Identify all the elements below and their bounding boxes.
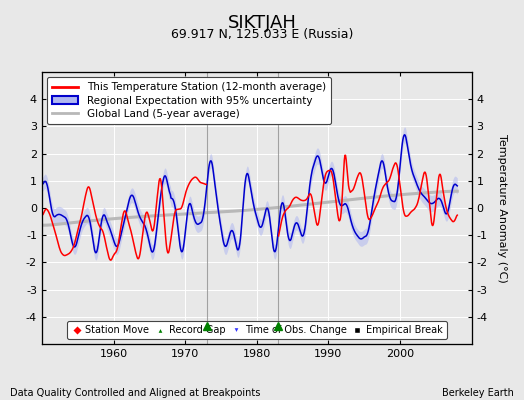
Text: 69.917 N, 125.033 E (Russia): 69.917 N, 125.033 E (Russia) — [171, 28, 353, 41]
Text: Berkeley Earth: Berkeley Earth — [442, 388, 514, 398]
Text: SIKTJAH: SIKTJAH — [227, 14, 297, 32]
Text: Data Quality Controlled and Aligned at Breakpoints: Data Quality Controlled and Aligned at B… — [10, 388, 261, 398]
Y-axis label: Temperature Anomaly (°C): Temperature Anomaly (°C) — [497, 134, 507, 282]
Legend: Station Move, Record Gap, Time of Obs. Change, Empirical Break: Station Move, Record Gap, Time of Obs. C… — [67, 321, 447, 339]
